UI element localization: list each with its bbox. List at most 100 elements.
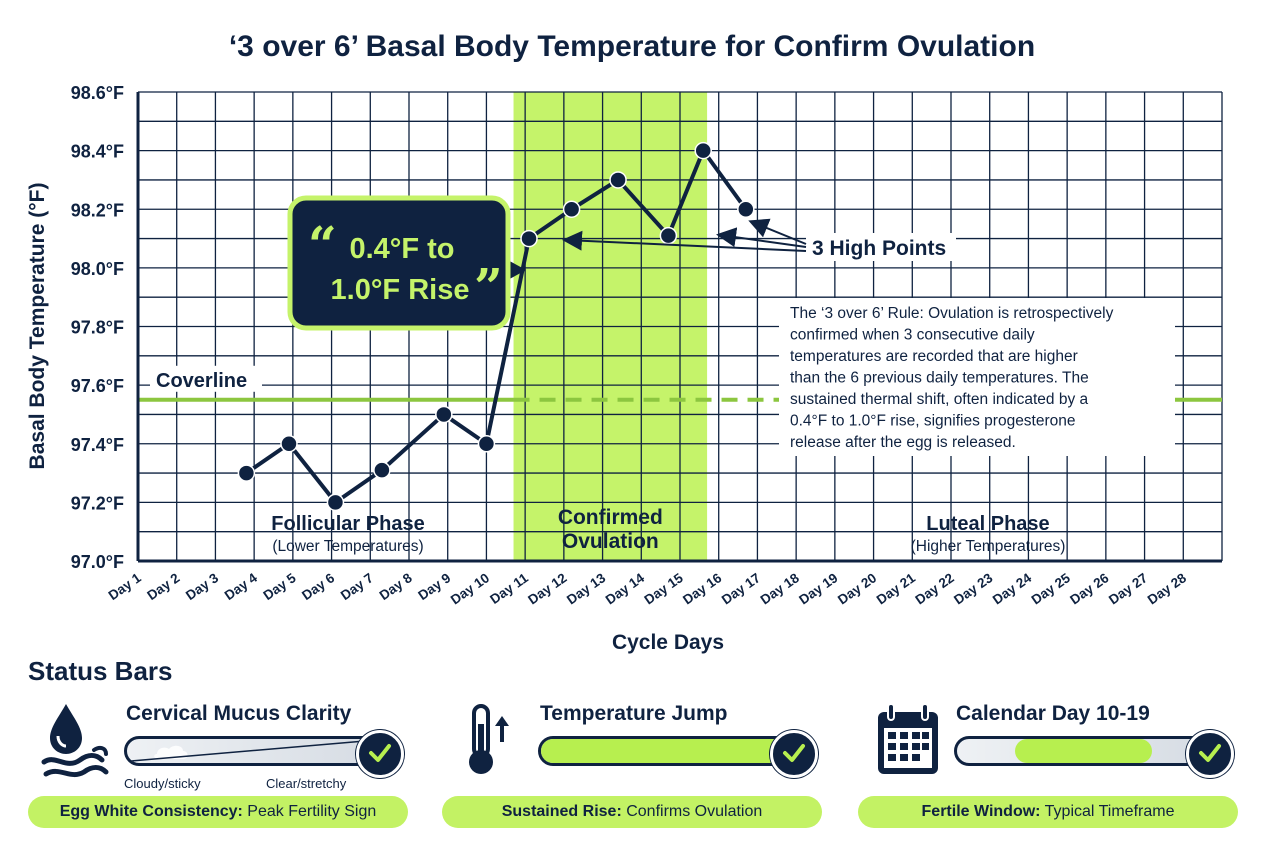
y-tick-label: 97.4°F	[71, 435, 124, 455]
x-tick-label: Day 11	[487, 570, 531, 607]
callout-open-quote: “	[308, 215, 337, 274]
x-tick-label: Day 6	[299, 570, 338, 603]
x-axis-label: Cycle Days	[612, 631, 724, 654]
x-tick-label: Day 23	[951, 570, 996, 608]
x-tick-label: Day 12	[525, 570, 569, 607]
high-points-arrow	[716, 227, 807, 248]
temperature-point	[477, 435, 496, 453]
x-tick-label: Day 15	[641, 570, 686, 608]
y-tick-label: 98.4°F	[71, 142, 124, 162]
temperature-check-icon	[770, 730, 818, 778]
calendar-label: Calendar Day 10-19	[956, 702, 1150, 725]
mucus-clarity-bar	[124, 736, 394, 766]
temperature-point	[694, 141, 712, 160]
luteal-phase-subtitle: (Higher Temperatures)	[911, 538, 1066, 555]
x-tick-label: Day 19	[796, 570, 840, 607]
callout-line1: 0.4°F to	[349, 233, 454, 265]
y-tick-label: 98.2°F	[71, 200, 124, 220]
temperature-label: Temperature Jump	[540, 702, 728, 725]
x-tick-label: Day 25	[1029, 570, 1074, 608]
y-tick-label: 97.0°F	[71, 552, 124, 572]
y-tick-label: 97.8°F	[71, 318, 124, 338]
mucus-pill: Egg White Consistency: Peak Fertility Si…	[28, 796, 408, 828]
temperature-point	[609, 171, 627, 189]
x-tick-label: Day 27	[1106, 570, 1150, 607]
temperature-bar-fill	[541, 739, 805, 763]
coverline-label-bg	[150, 365, 262, 392]
rule-text-line: release after the egg is released.	[790, 434, 1016, 451]
x-tick-label: Day 14	[603, 570, 648, 608]
rule-text-line: sustained thermal shift, often indicated…	[790, 391, 1088, 408]
callout-box	[287, 195, 511, 331]
temperature-bar	[538, 736, 808, 766]
x-tick-label: Day 26	[1067, 570, 1112, 608]
x-tick-label: Day 7	[338, 570, 376, 603]
x-tick-label: Day 4	[222, 570, 261, 603]
calendar-bar-fill	[1015, 739, 1153, 763]
x-tick-label: Day 13	[564, 570, 609, 608]
high-points-label: 3 High Points	[812, 237, 946, 260]
temperature-pill: Sustained Rise: Confirms Ovulation	[442, 796, 822, 828]
status-item-calendar: Calendar Day 10-19 Fertile Window: Typic…	[858, 700, 1238, 830]
temperature-point	[435, 405, 453, 424]
rule-text-line: than the 6 previous daily temperatures. …	[790, 370, 1089, 387]
y-tick-label: 98.0°F	[71, 259, 124, 279]
follicular-phase-label: Follicular Phase	[271, 513, 424, 535]
x-tick-label: Day 21	[874, 570, 919, 608]
water-drop-icon	[36, 700, 116, 785]
y-tick-label: 97.2°F	[71, 493, 124, 513]
rule-text-line: confirmed when 3 consecutive daily	[790, 327, 1035, 344]
coverline-layer: Coverline	[138, 365, 1222, 402]
status-bars-title: Status Bars	[28, 656, 173, 686]
x-tick-label: Day 18	[758, 570, 803, 608]
x-tick-label: Day 24	[990, 570, 1035, 608]
x-tick-label: Day 16	[680, 570, 725, 608]
ovulation-band-label: Ovulation	[562, 530, 659, 553]
temperature-point	[237, 464, 256, 482]
temperature-point	[280, 435, 298, 453]
x-tick-label: Day 8	[377, 570, 416, 603]
y-tick-label: 97.6°F	[71, 376, 124, 396]
y-tick-label: 98.6°F	[71, 83, 124, 103]
high-points-label-bg	[806, 233, 956, 261]
luteal-phase-label: Luteal Phase	[926, 513, 1049, 535]
x-tick-label: Day 10	[448, 570, 492, 607]
temperature-point	[520, 229, 538, 248]
bbt-chart: ‘3 over 6’ Basal Body Temperature for Co…	[26, 30, 1223, 654]
x-tick-label: Day 2	[144, 570, 182, 603]
ovulation-band-label: Confirmed	[558, 506, 663, 529]
x-tick-label: Day 9	[415, 570, 453, 603]
temperature-series-line	[245, 148, 748, 505]
status-item-temperature: Temperature Jump Sustained Rise: Confirm…	[442, 700, 822, 830]
status-item-mucus: Cervical Mucus Clarity Cloudy/sticky Cle…	[28, 700, 408, 830]
rule-text-line: The ‘3 over 6’ Rule: Ovulation is retros…	[790, 305, 1114, 322]
x-tick-label: Day 1	[106, 570, 145, 603]
mucus-check-icon	[356, 730, 404, 778]
x-tick-label: Day 17	[719, 570, 763, 607]
thermometer-up-icon	[450, 700, 530, 785]
chart-title: ‘3 over 6’ Basal Body Temperature for Co…	[229, 30, 1035, 63]
rule-text-box	[779, 298, 1175, 456]
x-tick-label: Day 5	[260, 570, 299, 603]
x-tick-label: Day 28	[1145, 570, 1190, 608]
temperature-point	[326, 493, 345, 512]
mucus-label: Cervical Mucus Clarity	[126, 702, 352, 725]
follicular-phase-subtitle: (Lower Temperatures)	[272, 538, 423, 555]
calendar-icon	[866, 700, 946, 785]
calendar-pill: Fertile Window: Typical Timeframe	[858, 796, 1238, 828]
callout-close-quote: ”	[474, 257, 503, 316]
x-tick-label: Day 20	[835, 570, 879, 607]
annotation-layer: The ‘3 over 6’ Rule: Ovulation is retros…	[271, 195, 1175, 555]
calendar-bar	[954, 736, 1224, 766]
temperature-point	[562, 200, 581, 218]
mucus-scale-left: Cloudy/sticky	[124, 776, 201, 791]
temperature-point	[659, 226, 678, 245]
coverline-label: Coverline	[156, 370, 247, 392]
high-points-arrow	[748, 218, 807, 245]
rule-text-line: temperatures are recorded that are highe…	[790, 348, 1078, 365]
rule-text-line: 0.4°F to 1.0°F rise, signifies progester…	[790, 413, 1076, 430]
series-layer	[237, 141, 755, 512]
x-tick-label: Day 22	[912, 570, 956, 607]
high-points-arrow	[562, 230, 807, 252]
y-axis-label: Basal Body Temperature (°F)	[26, 183, 49, 470]
